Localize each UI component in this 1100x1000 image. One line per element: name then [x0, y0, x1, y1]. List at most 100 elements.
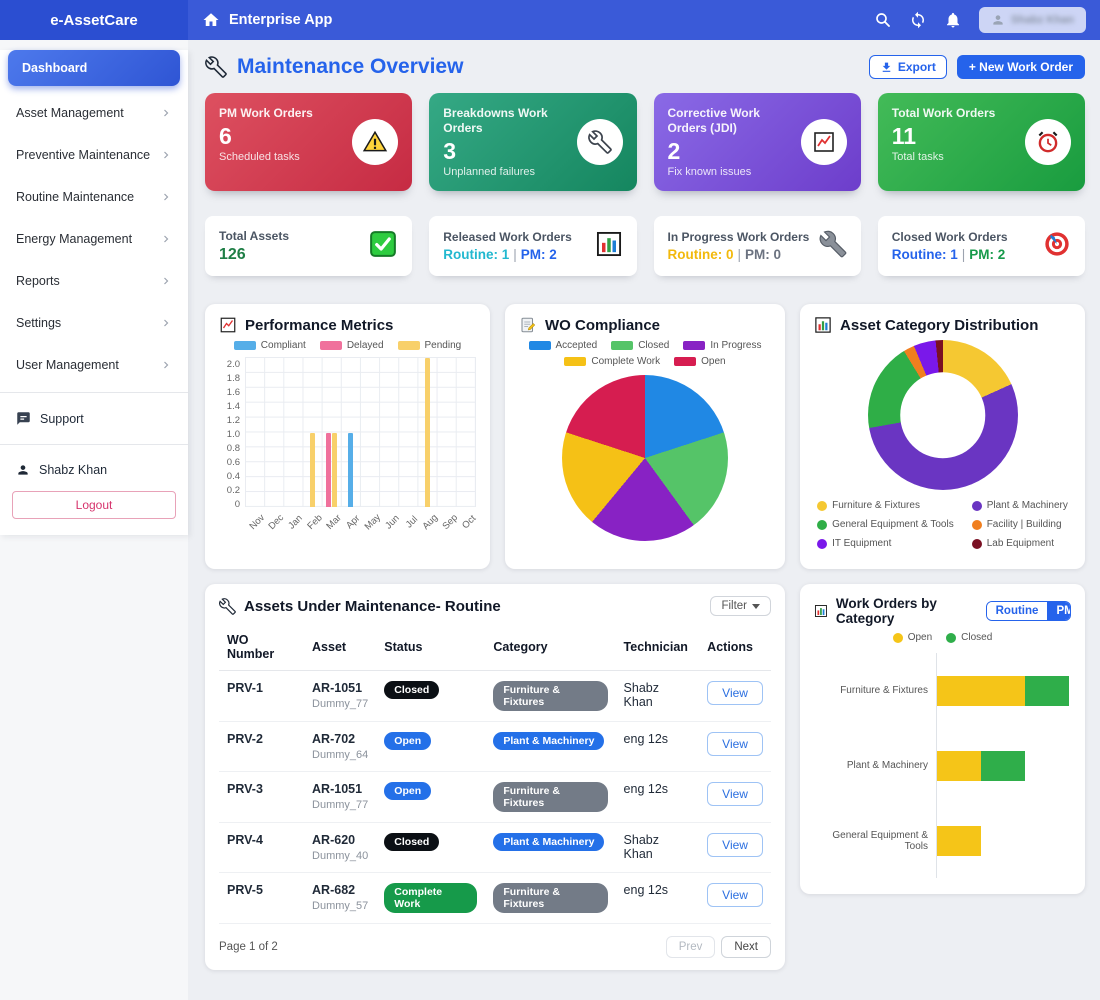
sidebar-item-dashboard[interactable]: Dashboard — [8, 50, 180, 86]
asset-cell: AR-702 Dummy_64 — [304, 721, 377, 772]
month-group-may — [360, 358, 379, 507]
app-title: Enterprise App — [229, 12, 333, 28]
sidebar-support[interactable]: Support — [0, 399, 188, 438]
next-button[interactable]: Next — [721, 936, 771, 958]
legend-item: Accepted — [528, 340, 597, 351]
wo-number-cell: PRV-1 — [219, 670, 305, 722]
warning-icon — [352, 119, 399, 165]
toggle-pm[interactable]: PM — [1047, 602, 1070, 620]
bar-chart-icon — [815, 317, 831, 333]
table-row: PRV-1 AR-1051 Dummy_77 Closed Furniture & Fi… — [219, 670, 771, 722]
legend-label: In Progress — [710, 340, 762, 351]
legend-label: Pending — [424, 340, 462, 351]
prev-button[interactable]: Prev — [665, 936, 716, 958]
sidebar-item-asset-management[interactable]: Asset Management — [0, 92, 188, 134]
user-menu-button[interactable]: Shabz Khan — [979, 7, 1086, 33]
legend-item: Open — [892, 632, 932, 643]
sidebar-item-energy-management[interactable]: Energy Management — [0, 218, 188, 260]
kpi-card-pm-work-orders: PM Work Orders 6 Scheduled tasks — [205, 93, 413, 191]
chevron-right-icon — [164, 193, 169, 201]
status-badge: Complete Work — [384, 883, 478, 913]
legend-swatch — [971, 538, 982, 549]
chart-increasing-icon — [800, 119, 847, 165]
filter-button[interactable]: Filter — [710, 596, 771, 616]
legend-label: Facility | Building — [986, 519, 1062, 530]
y-tick: 0.8 — [226, 443, 240, 455]
bar-pending-feb — [309, 432, 315, 507]
main-content: Maintenance Overview Export + New Work O… — [188, 40, 1100, 1000]
x-tick: Oct — [460, 513, 479, 532]
wrench-icon — [819, 230, 847, 263]
search-icon[interactable] — [874, 11, 892, 29]
sidebar-item-reports[interactable]: Reports — [0, 260, 188, 302]
legend-label: Furniture & Fixtures — [832, 500, 920, 511]
kpi-cards: PM Work Orders 6 Scheduled tasks Breakdo… — [205, 93, 1085, 191]
category-bar — [936, 803, 1071, 878]
asset-cell: AR-1051 Dummy_77 — [304, 670, 377, 722]
bar-delayed-mar — [325, 432, 331, 507]
table-row: PRV-2 AR-702 Dummy_64 Open Plant & Machinery… — [219, 721, 771, 772]
y-tick: 1.2 — [226, 415, 240, 427]
view-button[interactable]: View — [707, 833, 763, 857]
status-badge: Open — [384, 782, 432, 800]
y-tick: 2.0 — [226, 359, 240, 370]
y-tick: 1.0 — [226, 429, 240, 441]
legend-swatch — [528, 341, 551, 350]
view-button[interactable]: View — [707, 732, 763, 756]
technician-cell: Shabz Khan — [615, 822, 700, 873]
kpi-card-breakdowns: Breakdowns Work Orders 3 Unplanned failu… — [429, 93, 637, 191]
legend-swatch — [564, 357, 587, 366]
export-button[interactable]: Export — [868, 55, 947, 79]
home-icon[interactable] — [202, 11, 220, 29]
status-cell: Open — [376, 771, 486, 823]
x-tick: Jun — [382, 512, 402, 532]
month-group-mar — [322, 358, 341, 507]
y-tick: 1.6 — [226, 387, 240, 399]
segment-open — [937, 750, 981, 781]
donut-hole — [899, 372, 986, 458]
divider — [0, 392, 188, 393]
download-icon — [882, 62, 891, 72]
sidebar-item-settings[interactable]: Settings — [0, 302, 188, 344]
wo-number-cell: PRV-5 — [219, 872, 305, 924]
category-bar — [936, 728, 1071, 803]
legend-label: IT Equipment — [832, 538, 892, 549]
asset-cell: AR-682 Dummy_57 — [304, 872, 377, 924]
brand-label: e-AssetCare — [50, 11, 138, 29]
technician-cell: eng 12s — [615, 872, 700, 924]
new-work-order-button[interactable]: + New Work Order — [956, 55, 1085, 79]
refresh-icon[interactable] — [909, 11, 927, 29]
legend-item: Open — [674, 356, 726, 367]
performance-metrics-card: Performance Metrics Compliant Delayed Pend… — [205, 304, 490, 569]
compliance-legend: Accepted Closed In Progress Complete Work Op… — [519, 340, 771, 367]
technician-cell: eng 12s — [615, 721, 700, 772]
category-row: General Equipment & Tools — [814, 803, 1071, 878]
wrench-icon — [219, 597, 236, 615]
legend-label: Delayed — [346, 340, 384, 351]
actions-cell: View — [699, 670, 771, 722]
legend-item: Pending — [397, 340, 462, 351]
legend-label: Open — [701, 356, 726, 367]
legend-label: Lab Equipment — [986, 538, 1054, 549]
asset-cell: AR-620 Dummy_40 — [304, 822, 377, 873]
month-group-apr — [341, 358, 360, 507]
toggle-routine[interactable]: Routine — [986, 602, 1048, 620]
month-group-dec — [264, 358, 283, 507]
view-button[interactable]: View — [707, 883, 763, 907]
sidebar-item-routine-maintenance[interactable]: Routine Maintenance — [0, 176, 188, 218]
summary-card-in-progress: In Progress Work Orders Routine: 0 | PM: 0 — [653, 216, 861, 276]
sidebar-item-user-management[interactable]: User Management — [0, 344, 188, 386]
bell-icon[interactable] — [944, 11, 962, 29]
sidebar-item-preventive-maintenance[interactable]: Preventive Maintenance — [0, 134, 188, 176]
status-cell: Open — [376, 721, 486, 772]
view-button[interactable]: View — [707, 782, 763, 806]
category-label: Furniture & Fixtures — [840, 685, 928, 696]
legend-swatch — [397, 341, 420, 350]
month-group-feb — [303, 358, 322, 507]
sidebar-user: Shabz Khan — [0, 451, 188, 489]
summary-cards: Total Assets 126 Released Work Orders Ro… — [205, 216, 1085, 276]
category-badge: Furniture & Fixtures — [493, 681, 608, 711]
logout-button[interactable]: Logout — [12, 491, 176, 519]
view-button[interactable]: View — [707, 681, 763, 705]
status-cell: Complete Work — [376, 872, 486, 924]
